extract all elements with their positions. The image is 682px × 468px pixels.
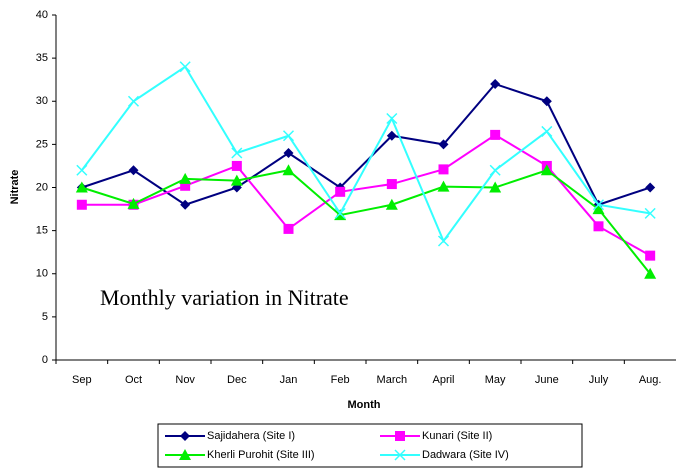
x-tick-label: Aug. [639, 374, 662, 386]
data-point [386, 112, 398, 125]
data-point [128, 165, 139, 176]
data-point [437, 180, 450, 192]
data-point [76, 164, 88, 176]
data-point [127, 197, 140, 209]
data-point [645, 250, 656, 261]
legend-marker [179, 449, 191, 460]
legend-label: Kherli Purohit (Site III) [207, 449, 315, 461]
legend-label: Sajidahera (Site I) [207, 430, 295, 442]
x-tick-label: Sep [72, 374, 92, 386]
data-point [282, 130, 295, 142]
x-tick-label: July [589, 374, 609, 386]
data-point [386, 179, 397, 190]
y-tick-label: 35 [36, 52, 48, 64]
data-point [283, 148, 294, 158]
data-point [127, 95, 140, 107]
annotation: Monthly variation in Nitrate [100, 285, 349, 310]
data-point [645, 182, 656, 193]
data-point [490, 79, 501, 89]
x-tick-label: Oct [125, 374, 142, 386]
series-line [81, 65, 651, 243]
data-point [283, 223, 294, 234]
legend-label: Kunari (Site II) [422, 430, 492, 442]
y-tick-label: 25 [36, 138, 48, 150]
data-point [282, 164, 295, 176]
data-point [385, 198, 398, 210]
data-point [541, 96, 552, 107]
data-point [180, 180, 191, 191]
y-tick-label: 30 [36, 95, 48, 107]
series-line [81, 82, 651, 206]
data-point [490, 129, 501, 140]
y-tick-label: 15 [36, 225, 48, 237]
data-point [230, 174, 243, 186]
x-tick-label: May [485, 374, 506, 386]
data-point [541, 125, 553, 137]
x-tick-label: Nov [175, 374, 195, 386]
data-point [231, 147, 243, 159]
y-tick-label: 0 [42, 354, 48, 366]
legend-box [157, 423, 583, 468]
data-point [180, 199, 191, 210]
y-tick-label: 10 [36, 268, 48, 280]
y-tick-label: 20 [36, 181, 48, 193]
legend-marker [180, 431, 190, 441]
data-point [489, 164, 501, 176]
data-point [489, 181, 502, 193]
series-line [81, 133, 651, 257]
x-tick-label: Feb [331, 374, 350, 386]
data-point [644, 267, 657, 279]
x-tick-label: Dec [227, 374, 247, 386]
data-point [386, 130, 397, 141]
data-point [437, 235, 450, 247]
x-tick-label: April [432, 374, 454, 386]
data-point [438, 139, 449, 150]
data-point [76, 199, 87, 210]
legend-marker [395, 431, 405, 441]
x-axis-title: Month [348, 399, 381, 411]
data-point [334, 207, 346, 219]
x-tick-label: March [377, 374, 408, 386]
data-point [592, 199, 605, 211]
legend-label: Dadwara (Site IV) [422, 449, 509, 461]
y-tick-label: 40 [36, 9, 48, 21]
legend-marker [394, 449, 406, 461]
y-axis-title: Nitrate [9, 170, 21, 205]
x-tick-label: June [535, 374, 559, 386]
y-tick-label: 5 [42, 311, 48, 323]
data-point [540, 164, 553, 176]
series-line [81, 169, 651, 275]
data-point [592, 203, 605, 215]
data-point [231, 160, 242, 171]
data-point [438, 164, 449, 175]
x-tick-label: Jan [280, 374, 298, 386]
data-point [75, 181, 88, 193]
data-point [179, 61, 191, 73]
data-point [179, 172, 192, 184]
data-point [335, 186, 346, 197]
data-point [593, 221, 604, 232]
data-point [644, 207, 656, 219]
